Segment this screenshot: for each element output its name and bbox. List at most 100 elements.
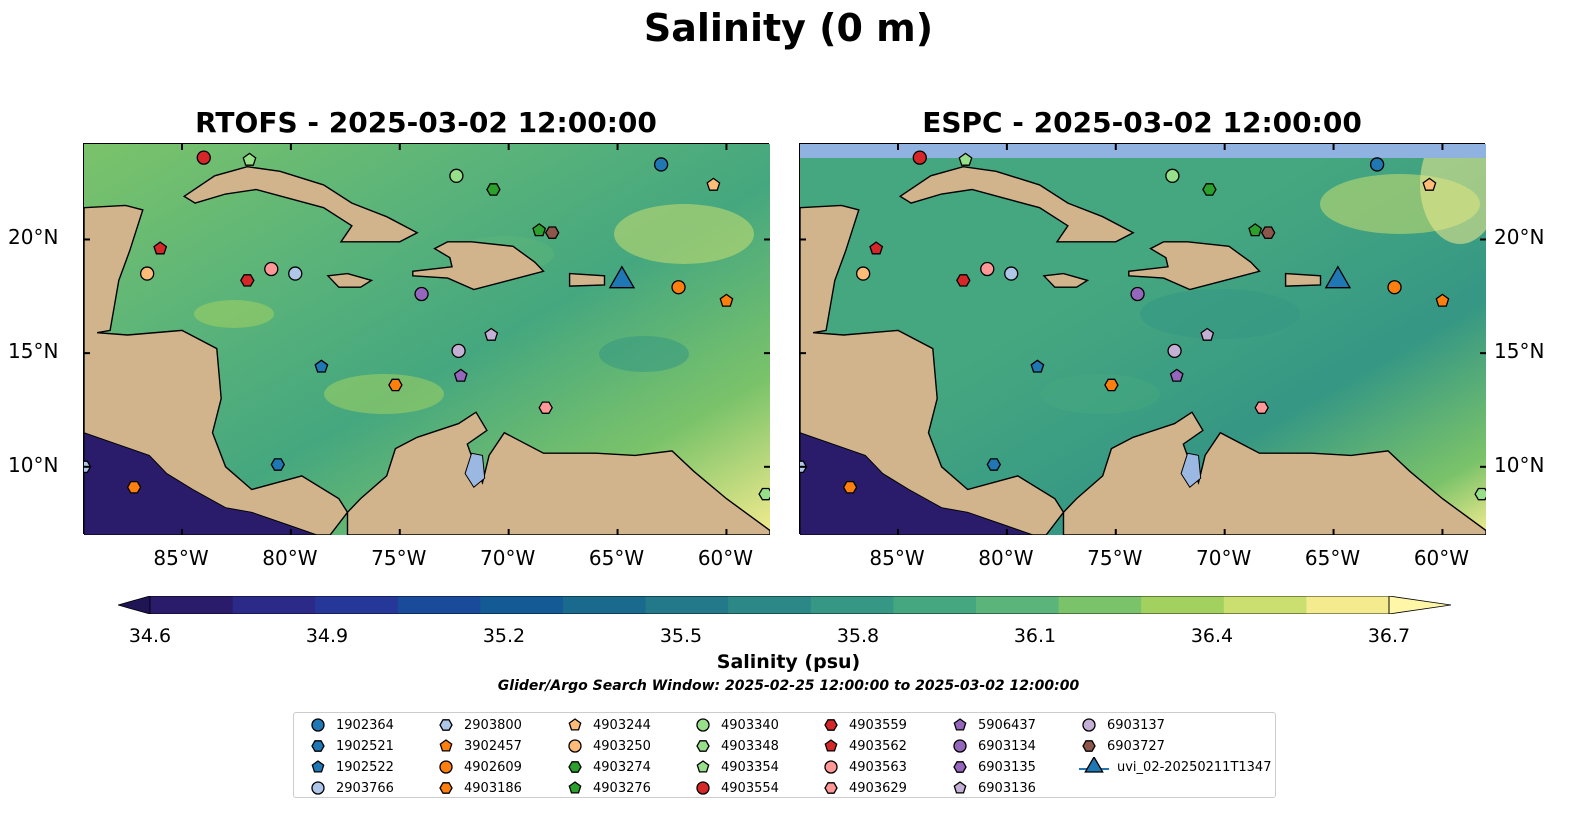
land-polygon (84, 204, 349, 535)
legend-marker (953, 761, 967, 773)
legend-label: 4903274 (593, 759, 651, 775)
legend-marker (1082, 740, 1096, 752)
float-marker-4903554 (912, 150, 927, 165)
float-marker-4903276 (1248, 223, 1263, 237)
lon-tick-label: 70°W (1196, 546, 1252, 570)
circle-marker-icon (311, 781, 325, 795)
hexagon-marker-icon (953, 761, 967, 773)
legend-label: 4903559 (849, 717, 907, 733)
land-polygon (182, 165, 419, 243)
legend-entry: 1902522 (308, 757, 394, 777)
legend-label: 2903800 (464, 717, 522, 733)
legend-marker (311, 781, 325, 795)
float-marker-6903134 (1130, 286, 1145, 302)
legend-entry: uvi_02-20250211T1347 (1079, 757, 1271, 777)
circle-marker-icon (568, 739, 582, 753)
float-marker-4903186 (388, 378, 403, 392)
float-marker-1902521 (270, 458, 286, 471)
legend-label: 4903340 (721, 717, 779, 733)
colorbar-segment (810, 596, 894, 614)
legend-marker (824, 760, 838, 774)
land-polygon (898, 165, 1135, 243)
float-marker-1902521 (986, 458, 1002, 471)
float-marker-6903727 (544, 226, 560, 239)
legend-label: 4903276 (593, 780, 651, 796)
float-legend: 1902364 1902521 1902522 2903766 2903800 39024… (293, 712, 1276, 798)
hexagon-marker-icon (568, 761, 582, 773)
circle-marker-icon (1082, 718, 1096, 732)
pacific-ocean (800, 432, 1034, 535)
lat-tick-label: 10°N (1494, 452, 1545, 477)
pentagon-marker-icon (568, 781, 582, 794)
float-marker-4903354 (958, 152, 973, 166)
legend-label: 4902609 (464, 759, 522, 775)
legend-marker (311, 718, 325, 732)
legend-entry: 4903563 (821, 757, 907, 777)
float-marker-4903563 (980, 261, 995, 277)
legend-entry: 6903135 (950, 757, 1036, 777)
colorbar-extend-low (118, 596, 151, 614)
legend-marker (568, 718, 582, 731)
panel-title-rtofs: RTOFS - 2025-03-02 12:00:00 (195, 106, 657, 139)
colorbar-tick-label: 34.9 (305, 625, 349, 647)
glider-marker (1324, 265, 1352, 289)
lat-tick-label: 20°N (1494, 225, 1545, 250)
legend-marker (1082, 718, 1096, 732)
colorbar-tick-label: 36.1 (1013, 625, 1057, 647)
lat-tick-label: 15°N (1494, 339, 1545, 364)
land-polygon (1042, 272, 1090, 288)
float-marker-1902364 (1369, 157, 1385, 172)
legend-marker (439, 760, 453, 774)
colorbar-segment (397, 596, 481, 614)
lon-tick-label: 60°W (697, 546, 754, 570)
colorbar-extend-high (1388, 596, 1451, 614)
circle-marker-icon (824, 760, 838, 774)
salinity-colorbar (118, 596, 1451, 614)
pentagon-marker-icon (696, 760, 710, 773)
land-polygon (568, 272, 606, 287)
legend-label: 4903629 (849, 780, 907, 796)
colorbar-segment (563, 596, 647, 614)
legend-label: 1902364 (336, 717, 394, 733)
hexagon-marker-icon (824, 782, 838, 794)
panel-title-espc: ESPC - 2025-03-02 12:00:00 (922, 106, 1362, 139)
float-marker-4903562 (869, 241, 884, 255)
colorbar-label: Salinity (psu) (716, 651, 861, 673)
lat-tick-label: 15°N (8, 339, 59, 364)
circle-marker-icon (953, 739, 967, 753)
legend-entry: 4903629 (821, 778, 907, 798)
float-marker-4903559 (240, 274, 255, 287)
legend-entry: 4903554 (693, 778, 779, 798)
lake-maracaibo (464, 452, 486, 489)
float-marker-6903136 (484, 327, 499, 341)
float-marker-4903629 (1254, 401, 1269, 414)
hexagon-marker-icon (696, 740, 710, 752)
legend-marker (953, 718, 967, 731)
legend-entry: 6903137 (1079, 715, 1165, 735)
float-marker-2903766 (1004, 266, 1019, 281)
float-marker-4903563 (264, 261, 279, 277)
legend-label: 6903136 (978, 780, 1036, 796)
glider-marker (608, 265, 636, 289)
land-polygon (800, 204, 1065, 535)
hexagon-marker-icon (311, 740, 325, 752)
colorbar-segment (645, 596, 729, 614)
legend-entry: 3902457 (436, 736, 522, 756)
lon-tick-label: 85°W (869, 546, 925, 570)
legend-marker (824, 782, 838, 794)
legend-entry: 2903800 (436, 715, 522, 735)
land-polygon (412, 241, 545, 291)
colorbar-tick-label: 35.5 (659, 625, 703, 647)
hexagon-marker-icon (439, 782, 453, 794)
legend-label: 6903727 (1107, 738, 1165, 754)
lat-tick-label: 20°N (8, 225, 59, 250)
float-marker-4902609 (671, 280, 686, 295)
legend-entry: 2903766 (308, 778, 394, 798)
legend-label: 1902521 (336, 738, 394, 754)
float-marker-4903186 (126, 480, 142, 494)
no-data-band (800, 144, 1486, 158)
colorbar-segment (150, 596, 234, 614)
colorbar-segment (232, 596, 316, 614)
float-marker-4903186 (1104, 378, 1119, 392)
float-marker-4903629 (538, 401, 553, 414)
